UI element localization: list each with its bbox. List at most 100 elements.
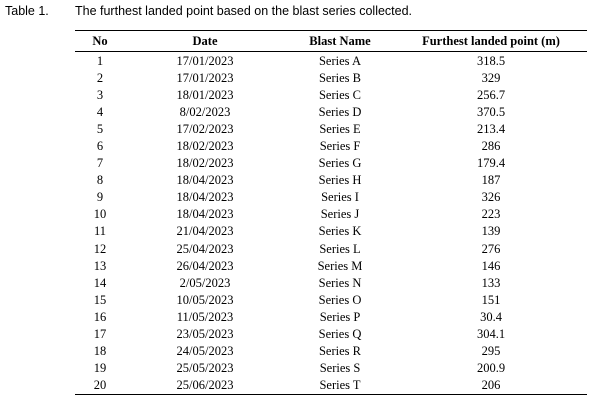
table-row: 20 25/06/2023 Series T 206 xyxy=(75,376,587,395)
table-row: 1 17/01/2023 Series A 318.5 xyxy=(75,52,587,70)
table-cell: 146 xyxy=(481,258,501,273)
table-cell: Series T xyxy=(285,376,395,395)
table-cell: 20 xyxy=(75,376,125,395)
table-row: 5 17/02/2023 Series E 213.4 xyxy=(75,120,587,137)
table-cell: 25/04/2023 xyxy=(176,241,234,256)
table-cell: 326 xyxy=(481,190,501,205)
table-cell: 17/01/2023 xyxy=(176,53,234,68)
table-cell: 187 xyxy=(481,173,501,188)
table-cell: 304.1 xyxy=(476,327,506,342)
header-cell: Furthest landed point (m) xyxy=(395,30,587,52)
table-cell: 4 xyxy=(96,104,104,119)
table-cell: 6 xyxy=(96,139,104,154)
caption-label: Table 1. xyxy=(5,4,49,18)
table-cell: 12 xyxy=(93,241,107,256)
table-body: 1 17/01/2023 Series A 318.5 2 17/01/2023 Serie… xyxy=(75,52,587,395)
table-row: 6 18/02/2023 Series F 286 xyxy=(75,137,587,154)
table-cell: 213.4 xyxy=(476,121,506,136)
table-row: 9 18/04/2023 Series I 326 xyxy=(75,189,587,206)
table-row: 19 25/05/2023 Series S 200.9 xyxy=(75,360,587,377)
table-cell: 13 xyxy=(93,258,107,273)
table-cell: 21/04/2023 xyxy=(176,224,234,239)
caption-title: The furthest landed point based on the b… xyxy=(75,4,413,18)
table-cell: Series K xyxy=(318,224,362,239)
table-row: 10 18/04/2023 Series J 223 xyxy=(75,206,587,223)
table-cell: 1 xyxy=(96,53,104,68)
table-cell: Series M xyxy=(317,258,363,273)
header-row: No Date Blast Name Furthest landed point (m… xyxy=(75,30,587,52)
table-cell: Series A xyxy=(318,53,361,68)
table-cell: 26/04/2023 xyxy=(176,258,234,273)
table-cell: Series R xyxy=(318,344,361,359)
table-cell: 3 xyxy=(96,87,104,102)
table-cell: 18/02/2023 xyxy=(176,139,234,154)
table-cell: 16 xyxy=(93,309,107,324)
table-cell: 7 xyxy=(96,156,104,171)
table-cell: 10 xyxy=(93,207,107,222)
table-cell: Series B xyxy=(318,70,361,85)
data-table: No Date Blast Name Furthest landed point (m… xyxy=(75,30,587,395)
table-cell: 133 xyxy=(481,275,501,290)
table-cell: 206 xyxy=(395,376,587,395)
table-cell: 14 xyxy=(93,275,107,290)
table-cell: 8 xyxy=(96,173,104,188)
table-cell: 11 xyxy=(93,224,107,239)
table-cell: 5 xyxy=(96,121,104,136)
table-cell: 318.5 xyxy=(476,53,506,68)
table-cell: 30.4 xyxy=(480,309,502,324)
table-cell: 2 xyxy=(96,70,104,85)
table-cell: Series J xyxy=(320,207,360,222)
table-cell: 15 xyxy=(93,292,107,307)
table-cell: 25/05/2023 xyxy=(176,361,234,376)
table-cell: Series Q xyxy=(318,327,362,342)
table-row: 2 17/01/2023 Series B 329 xyxy=(75,69,587,86)
table-cell: 370.5 xyxy=(476,104,506,119)
table-cell: 286 xyxy=(481,139,501,154)
table-row: 18 24/05/2023 Series R 295 xyxy=(75,343,587,360)
header-cell: Date xyxy=(125,30,285,52)
table-cell: 276 xyxy=(481,241,501,256)
table-cell: 19 xyxy=(93,361,107,376)
table-cell: 17/02/2023 xyxy=(176,121,234,136)
table-cell: 139 xyxy=(481,224,501,239)
table-cell: 295 xyxy=(481,344,501,359)
table-cell: Series N xyxy=(318,275,362,290)
table-cell: 179.4 xyxy=(476,156,506,171)
table-cell: 8/02/2023 xyxy=(179,104,231,119)
table-cell: 2/05/2023 xyxy=(179,275,231,290)
table-cell: 329 xyxy=(481,70,501,85)
table-cell: Series L xyxy=(319,241,361,256)
table-row: 3 18/01/2023 Series C 256.7 xyxy=(75,86,587,103)
table-cell: Series P xyxy=(319,309,361,324)
table-cell: Series E xyxy=(319,121,361,136)
table-row: 8 18/04/2023 Series H 187 xyxy=(75,172,587,189)
table-cell: Series D xyxy=(318,104,362,119)
table-header: No Date Blast Name Furthest landed point (m… xyxy=(75,30,587,52)
table-row: 4 8/02/2023 Series D 370.5 xyxy=(75,103,587,120)
table-cell: 24/05/2023 xyxy=(176,344,234,359)
table-cell: 10/05/2023 xyxy=(176,292,234,307)
table-cell: Series O xyxy=(318,292,362,307)
table-cell: Series I xyxy=(321,190,359,205)
table-cell: Series S xyxy=(319,361,361,376)
table-row: 17 23/05/2023 Series Q 304.1 xyxy=(75,326,587,343)
header-cell: No xyxy=(75,30,125,52)
table-cell: Series C xyxy=(318,87,361,102)
table-row: 14 2/05/2023 Series N 133 xyxy=(75,274,587,291)
table-row: 11 21/04/2023 Series K 139 xyxy=(75,223,587,240)
table-cell: 256.7 xyxy=(476,87,506,102)
table-row: 13 26/04/2023 Series M 146 xyxy=(75,257,587,274)
table-cell: 223 xyxy=(481,207,501,222)
table-row: 12 25/04/2023 Series L 276 xyxy=(75,240,587,257)
table-cell: 23/05/2023 xyxy=(176,327,234,342)
header-cell: Blast Name xyxy=(285,30,395,52)
table-cell: 17/01/2023 xyxy=(176,70,234,85)
table-cell: Series H xyxy=(318,173,362,188)
table-cell: 17 xyxy=(93,327,107,342)
table-cell: 18/04/2023 xyxy=(176,207,234,222)
table-cell: 18/02/2023 xyxy=(176,156,234,171)
table-cell: Series G xyxy=(318,156,362,171)
table-row: 7 18/02/2023 Series G 179.4 xyxy=(75,155,587,172)
table-cell: 151 xyxy=(481,292,501,307)
table-row: 15 10/05/2023 Series O 151 xyxy=(75,291,587,308)
